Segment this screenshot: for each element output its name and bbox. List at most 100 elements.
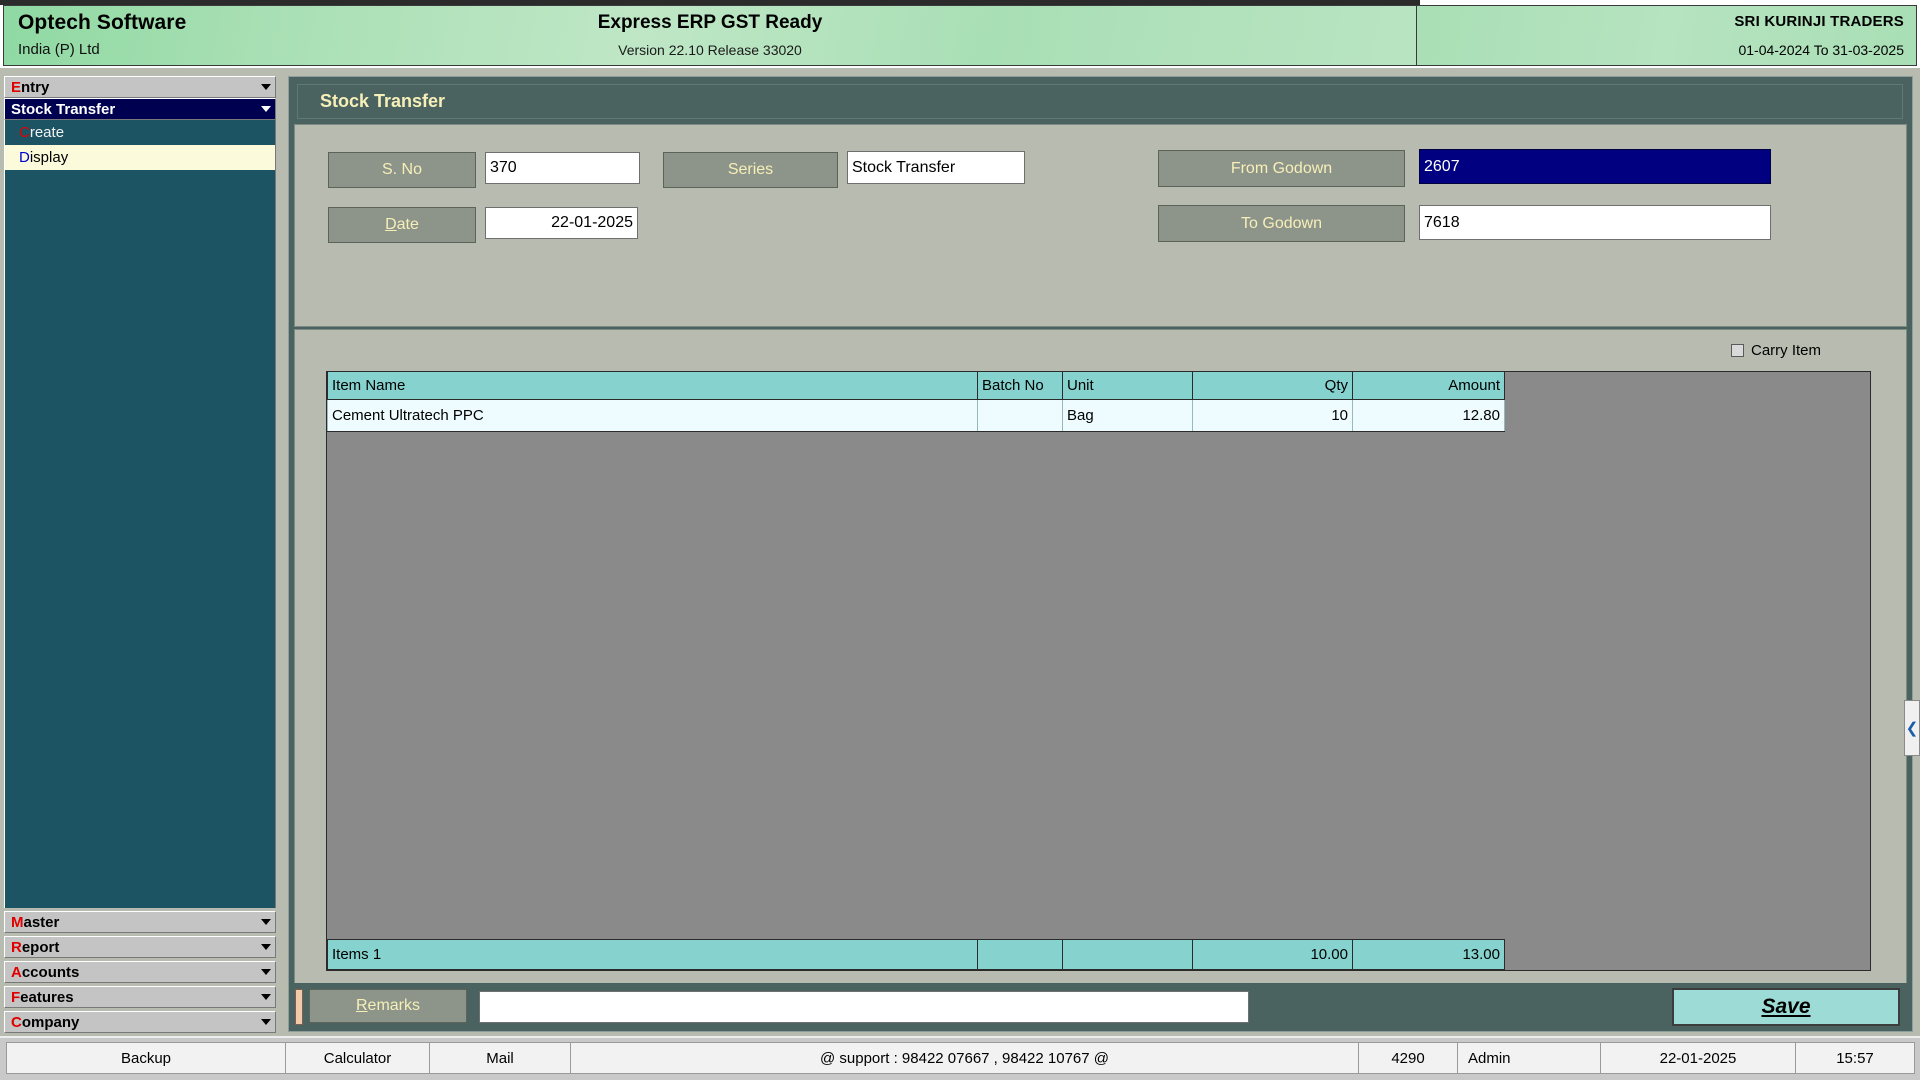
- app-version: Version 22.10 Release 33020: [618, 42, 802, 58]
- taskbar-code: 4290: [1358, 1042, 1458, 1074]
- app-title: Express ERP GST Ready: [597, 12, 823, 33]
- chevron-down-icon: [261, 1019, 271, 1025]
- menu-features-label: eatures: [20, 988, 74, 1006]
- sidebar-item-display-mnemonic: D: [19, 149, 30, 166]
- menu-stock-transfer-label: tock Transfer: [21, 100, 116, 118]
- banner-top-strip: [0, 0, 1420, 5]
- total-batch-no: [977, 939, 1063, 970]
- panel-collapse-toggle[interactable]: ❮: [1904, 700, 1920, 756]
- menu-company-mnemonic: C: [11, 1013, 22, 1031]
- taskbar-time: 15:57: [1795, 1042, 1915, 1074]
- carry-item-checkbox[interactable]: [1730, 344, 1744, 357]
- col-batch-no[interactable]: Batch No: [977, 372, 1063, 400]
- sno-label[interactable]: S. No: [328, 152, 476, 188]
- date-label-text: ate: [396, 216, 419, 233]
- menu-accounts-mnemonic: A: [11, 963, 22, 981]
- items-grid[interactable]: Item Name Batch No Unit Qty Amount Cemen…: [326, 371, 1871, 971]
- taskbar-support-info: @ support : 98422 07667 , 98422 10767 @: [570, 1042, 1359, 1074]
- total-row: Items 1 10.00 13.00: [327, 939, 1505, 970]
- col-unit[interactable]: Unit: [1062, 372, 1193, 400]
- menu-entry-mnemonic: E: [11, 78, 22, 96]
- carry-item-row[interactable]: Carry Item: [1730, 342, 1821, 359]
- menu-report-label: eport: [21, 938, 60, 956]
- series-input[interactable]: Stock Transfer: [847, 151, 1025, 184]
- sidebar-item-create-label: reate: [29, 124, 65, 141]
- footer-accent-bar: [295, 989, 303, 1025]
- taskbar-backup-button[interactable]: Backup: [6, 1042, 286, 1074]
- remarks-input[interactable]: [479, 991, 1249, 1023]
- from-godown-input[interactable]: 2607: [1419, 149, 1771, 184]
- items-grid-panel: Carry Item Item Name Batch No: [294, 329, 1907, 1009]
- cell-amount[interactable]: 12.80: [1352, 399, 1505, 432]
- company-name: SRI KURINJI TRADERS: [1734, 13, 1904, 30]
- taskbar-calculator-button[interactable]: Calculator: [285, 1042, 430, 1074]
- sno-input[interactable]: 370: [485, 152, 640, 184]
- remarks-label-mnemonic: R: [355, 997, 368, 1014]
- cell-unit[interactable]: Bag: [1062, 399, 1193, 432]
- taskbar-mail-button[interactable]: Mail: [429, 1042, 571, 1074]
- save-button[interactable]: Save: [1672, 988, 1900, 1026]
- sidebar-item-display-label: isplay: [29, 149, 69, 166]
- date-input[interactable]: 22-01-2025: [485, 207, 638, 239]
- cell-batch-no[interactable]: [977, 399, 1063, 432]
- items-table: Item Name Batch No Unit Qty Amount Cemen…: [327, 372, 1505, 432]
- taskbar-date: 22-01-2025: [1600, 1042, 1796, 1074]
- menu-master-label: aster: [23, 913, 60, 931]
- cell-qty[interactable]: 10: [1192, 399, 1353, 432]
- taskbar-user: Admin: [1457, 1042, 1601, 1074]
- total-amount: 13.00: [1352, 939, 1505, 970]
- col-qty[interactable]: Qty: [1192, 372, 1353, 400]
- banner-main-panel: Optech Software India (P) Ltd Express ER…: [3, 5, 1417, 66]
- menu-entry-label: ntry: [21, 78, 50, 96]
- page-title: Stock Transfer: [297, 84, 1903, 119]
- total-items-label: Items 1: [327, 939, 978, 970]
- brand-subtitle: India (P) Ltd: [18, 41, 100, 58]
- brand-title: Optech Software: [18, 11, 187, 34]
- chevron-down-icon: [261, 106, 271, 112]
- chevron-down-icon: [261, 944, 271, 950]
- carry-item-label: Carry Item: [1750, 342, 1821, 359]
- menu-report-mnemonic: R: [11, 938, 22, 956]
- menu-features-mnemonic: F: [11, 988, 21, 1006]
- table-header-row: Item Name Batch No Unit Qty Amount: [327, 372, 1505, 400]
- col-item-name[interactable]: Item Name: [327, 372, 978, 400]
- menu-stock-transfer-mnemonic: S: [11, 100, 22, 118]
- chevron-down-icon: [261, 994, 271, 1000]
- total-qty: 10.00: [1192, 939, 1353, 970]
- banner-company-panel: SRI KURINJI TRADERS 01-04-2024 To 31-03-…: [1417, 5, 1917, 66]
- menu-company-label: ompany: [21, 1013, 80, 1031]
- from-godown-label[interactable]: From Godown: [1158, 150, 1405, 187]
- to-godown-label[interactable]: To Godown: [1158, 205, 1405, 242]
- financial-year-period: 01-04-2024 To 31-03-2025: [1738, 42, 1904, 58]
- col-amount[interactable]: Amount: [1352, 372, 1505, 400]
- to-godown-input[interactable]: 7618: [1419, 205, 1771, 240]
- cell-item-name[interactable]: Cement Ultratech PPC: [327, 399, 978, 432]
- sidebar-item-create-mnemonic: C: [19, 124, 30, 141]
- chevron-down-icon: [261, 969, 271, 975]
- table-row[interactable]: Cement Ultratech PPC Bag 10 12.80: [327, 399, 1505, 432]
- status-taskbar: Backup Calculator Mail @ support : 98422…: [0, 1036, 1920, 1080]
- series-label[interactable]: Series: [663, 152, 838, 188]
- total-unit: [1062, 939, 1193, 970]
- date-label-mnemonic: D: [385, 216, 397, 233]
- app-banner: Optech Software India (P) Ltd Express ER…: [0, 0, 1920, 68]
- menu-master-mnemonic: M: [11, 913, 24, 931]
